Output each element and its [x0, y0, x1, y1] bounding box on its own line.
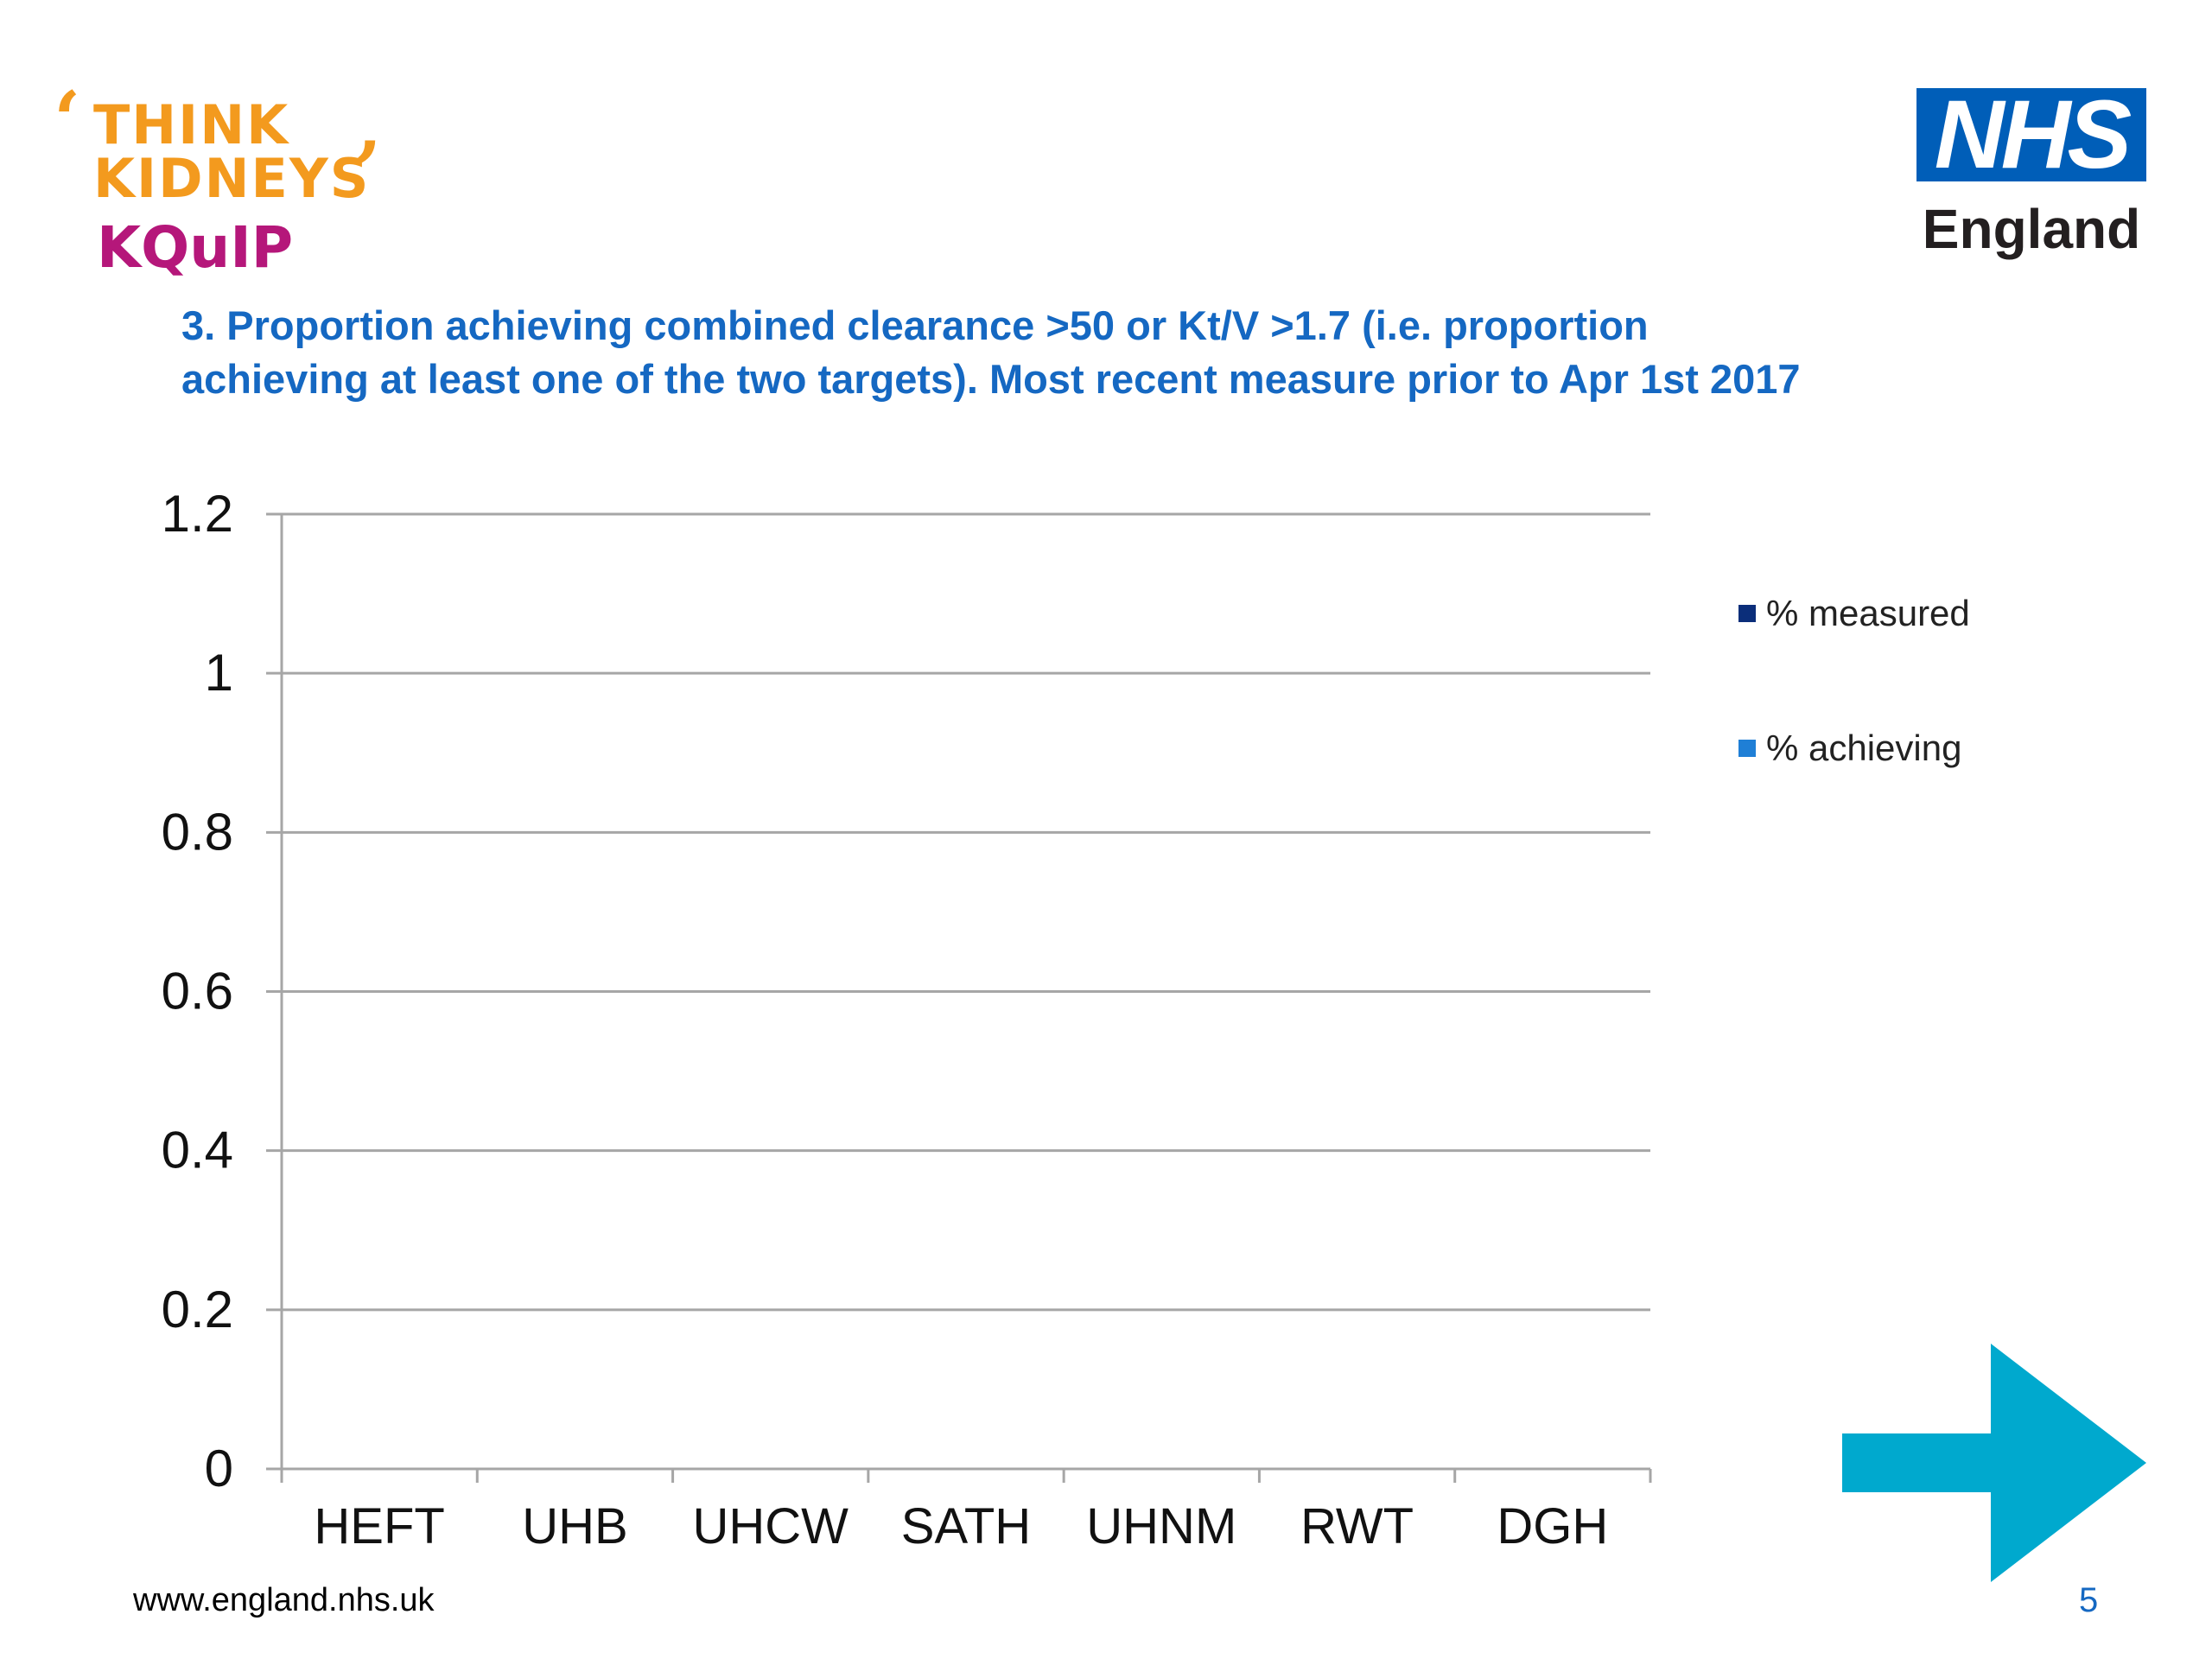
legend-label: % achieving [1766, 728, 1962, 768]
y-tick-label: 1.2 [162, 485, 233, 543]
x-tick-label: UHB [522, 1498, 627, 1554]
legend-swatch [1738, 739, 1756, 757]
y-tick-label: 0.2 [162, 1281, 233, 1338]
nhs-logo-box: NHS [1916, 86, 2146, 183]
kidneys-text: KIDNEYS [93, 147, 371, 210]
chart-gridlines [266, 512, 1650, 1312]
y-tick-label: 0 [205, 1440, 233, 1497]
y-tick-label: 0.4 [162, 1122, 233, 1179]
think-kidneys-logo: ‘ THINK KIDNEYS ’ KQuIP [54, 81, 416, 285]
nhs-england-text: England [1922, 198, 2141, 260]
slide-title-line-1: 3. Proportion achieving combined clearan… [181, 302, 1649, 348]
close-quote-mark: ’ [354, 124, 382, 216]
legend-swatch [1738, 604, 1756, 622]
x-axis-ticks: HEFT UHB UHCW SATH UHNM RWT DGH [314, 1498, 1608, 1554]
x-tick-label: RWT [1300, 1498, 1414, 1554]
legend-label: % measured [1766, 593, 1970, 633]
y-axis-ticks: 0 0.2 0.4 0.6 0.8 1 1.2 [162, 485, 233, 1497]
y-tick-label: 0.6 [162, 963, 233, 1020]
y-tick-label: 1 [205, 644, 233, 702]
x-tick-label: SATH [901, 1498, 1031, 1554]
think-text: THINK [93, 93, 290, 156]
next-arrow-icon[interactable] [1842, 1344, 2146, 1582]
y-tick-label: 0.8 [162, 803, 233, 861]
page-number: 5 [2079, 1581, 2099, 1619]
kquip-logo-text: KQuIP [97, 214, 294, 281]
x-tick-label: DGH [1497, 1498, 1608, 1554]
slide-title: 3. Proportion achieving combined clearan… [181, 299, 1996, 406]
open-quote-mark: ‘ [54, 74, 81, 166]
nhs-england-logo: NHS England [1916, 86, 2146, 270]
footer-url[interactable]: www.england.nhs.uk [133, 1582, 435, 1618]
x-tick-label: HEFT [314, 1498, 444, 1554]
slide-title-line-2: achieving at least one of the two target… [181, 356, 1801, 402]
x-tick-label: UHCW [693, 1498, 849, 1554]
chart-axes [266, 514, 1652, 1483]
legend-item: % measured [1738, 593, 1970, 634]
legend-item: % achieving [1738, 728, 1961, 769]
x-tick-label: UHNM [1086, 1498, 1236, 1554]
